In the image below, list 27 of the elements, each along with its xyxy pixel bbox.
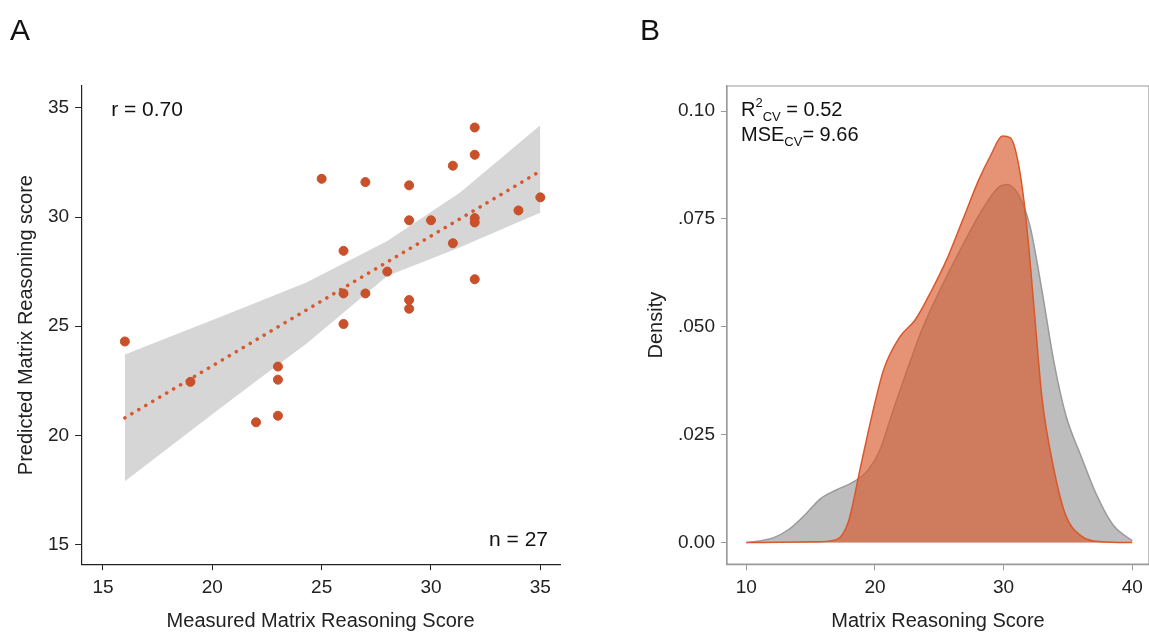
y-tick-label: .025 bbox=[678, 422, 715, 444]
x-axis-title: Matrix Reasoning Score bbox=[831, 608, 1045, 631]
y-tick-label: .075 bbox=[678, 207, 715, 229]
chart-title: B bbox=[640, 13, 661, 47]
y-tick-label: 35 bbox=[47, 96, 70, 118]
y-tick-label: .050 bbox=[678, 315, 715, 337]
y-tick-label: 25 bbox=[47, 314, 70, 336]
annotation: n = 27 bbox=[489, 527, 549, 551]
x-tick-label: 40 bbox=[1121, 575, 1143, 597]
x-axis-title: Measured Matrix Reasoning Score bbox=[166, 608, 475, 631]
x-tick-label: 30 bbox=[993, 575, 1015, 597]
y-axis-title: Predicted Matrix Reasoning score bbox=[13, 175, 36, 476]
y-axis-title: Density bbox=[643, 291, 666, 359]
y-tick-label: 15 bbox=[47, 532, 70, 554]
chart-title: A bbox=[10, 13, 31, 47]
x-tick-label: 15 bbox=[92, 575, 114, 597]
annotation: r = 0.70 bbox=[111, 97, 183, 120]
x-tick-label: 35 bbox=[529, 575, 551, 597]
x-tick-label: 20 bbox=[864, 575, 886, 597]
y-tick-label: 0.10 bbox=[678, 99, 715, 121]
x-tick-label: 20 bbox=[201, 575, 223, 597]
y-tick-label: 0.00 bbox=[678, 530, 715, 552]
y-tick-label: 30 bbox=[47, 205, 70, 227]
x-tick-label: 30 bbox=[420, 575, 442, 597]
x-tick-label: 25 bbox=[311, 575, 333, 597]
x-tick-label: 10 bbox=[735, 575, 757, 597]
y-tick-label: 20 bbox=[47, 423, 70, 445]
